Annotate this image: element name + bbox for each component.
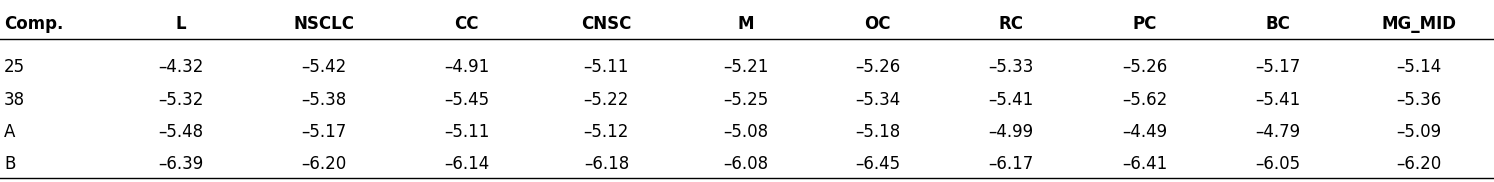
Text: RC: RC xyxy=(998,15,1023,33)
Text: –4.99: –4.99 xyxy=(989,123,1034,141)
Text: L: L xyxy=(175,15,185,33)
Text: –5.14: –5.14 xyxy=(1397,58,1442,76)
Text: –6.18: –6.18 xyxy=(584,155,629,173)
Text: –6.08: –6.08 xyxy=(723,155,769,173)
Text: NSCLC: NSCLC xyxy=(294,15,354,33)
Text: BC: BC xyxy=(1265,15,1291,33)
Text: –5.32: –5.32 xyxy=(158,91,203,109)
Text: –6.14: –6.14 xyxy=(444,155,489,173)
Text: –6.20: –6.20 xyxy=(1397,155,1442,173)
Text: –5.17: –5.17 xyxy=(302,123,347,141)
Text: A: A xyxy=(4,123,15,141)
Text: –4.79: –4.79 xyxy=(1255,123,1300,141)
Text: 25: 25 xyxy=(4,58,25,76)
Text: PC: PC xyxy=(1132,15,1156,33)
Text: –5.22: –5.22 xyxy=(584,91,629,109)
Text: –6.45: –6.45 xyxy=(855,155,901,173)
Text: –5.11: –5.11 xyxy=(584,58,629,76)
Text: –6.39: –6.39 xyxy=(158,155,203,173)
Text: –4.32: –4.32 xyxy=(158,58,203,76)
Text: –5.42: –5.42 xyxy=(302,58,347,76)
Text: –6.41: –6.41 xyxy=(1122,155,1167,173)
Text: –6.17: –6.17 xyxy=(989,155,1034,173)
Text: –6.20: –6.20 xyxy=(302,155,347,173)
Text: –5.34: –5.34 xyxy=(855,91,901,109)
Text: –5.08: –5.08 xyxy=(723,123,769,141)
Text: –5.62: –5.62 xyxy=(1122,91,1167,109)
Text: –5.45: –5.45 xyxy=(444,91,489,109)
Text: MG_MID: MG_MID xyxy=(1382,15,1457,33)
Text: –5.33: –5.33 xyxy=(989,58,1034,76)
Text: –5.11: –5.11 xyxy=(444,123,489,141)
Text: –5.09: –5.09 xyxy=(1397,123,1442,141)
Text: –5.41: –5.41 xyxy=(989,91,1034,109)
Text: –5.25: –5.25 xyxy=(723,91,769,109)
Text: –4.91: –4.91 xyxy=(444,58,489,76)
Text: Comp.: Comp. xyxy=(4,15,63,33)
Text: –5.36: –5.36 xyxy=(1397,91,1442,109)
Text: –5.12: –5.12 xyxy=(584,123,629,141)
Text: 38: 38 xyxy=(4,91,25,109)
Text: –5.26: –5.26 xyxy=(855,58,901,76)
Text: –5.38: –5.38 xyxy=(302,91,347,109)
Text: CC: CC xyxy=(454,15,478,33)
Text: CNSC: CNSC xyxy=(581,15,632,33)
Text: –5.41: –5.41 xyxy=(1255,91,1300,109)
Text: –5.18: –5.18 xyxy=(855,123,901,141)
Text: –5.17: –5.17 xyxy=(1255,58,1300,76)
Text: B: B xyxy=(4,155,15,173)
Text: –6.05: –6.05 xyxy=(1255,155,1300,173)
Text: –5.26: –5.26 xyxy=(1122,58,1167,76)
Text: –5.48: –5.48 xyxy=(158,123,203,141)
Text: –5.21: –5.21 xyxy=(723,58,769,76)
Text: OC: OC xyxy=(865,15,890,33)
Text: M: M xyxy=(738,15,754,33)
Text: –4.49: –4.49 xyxy=(1122,123,1167,141)
